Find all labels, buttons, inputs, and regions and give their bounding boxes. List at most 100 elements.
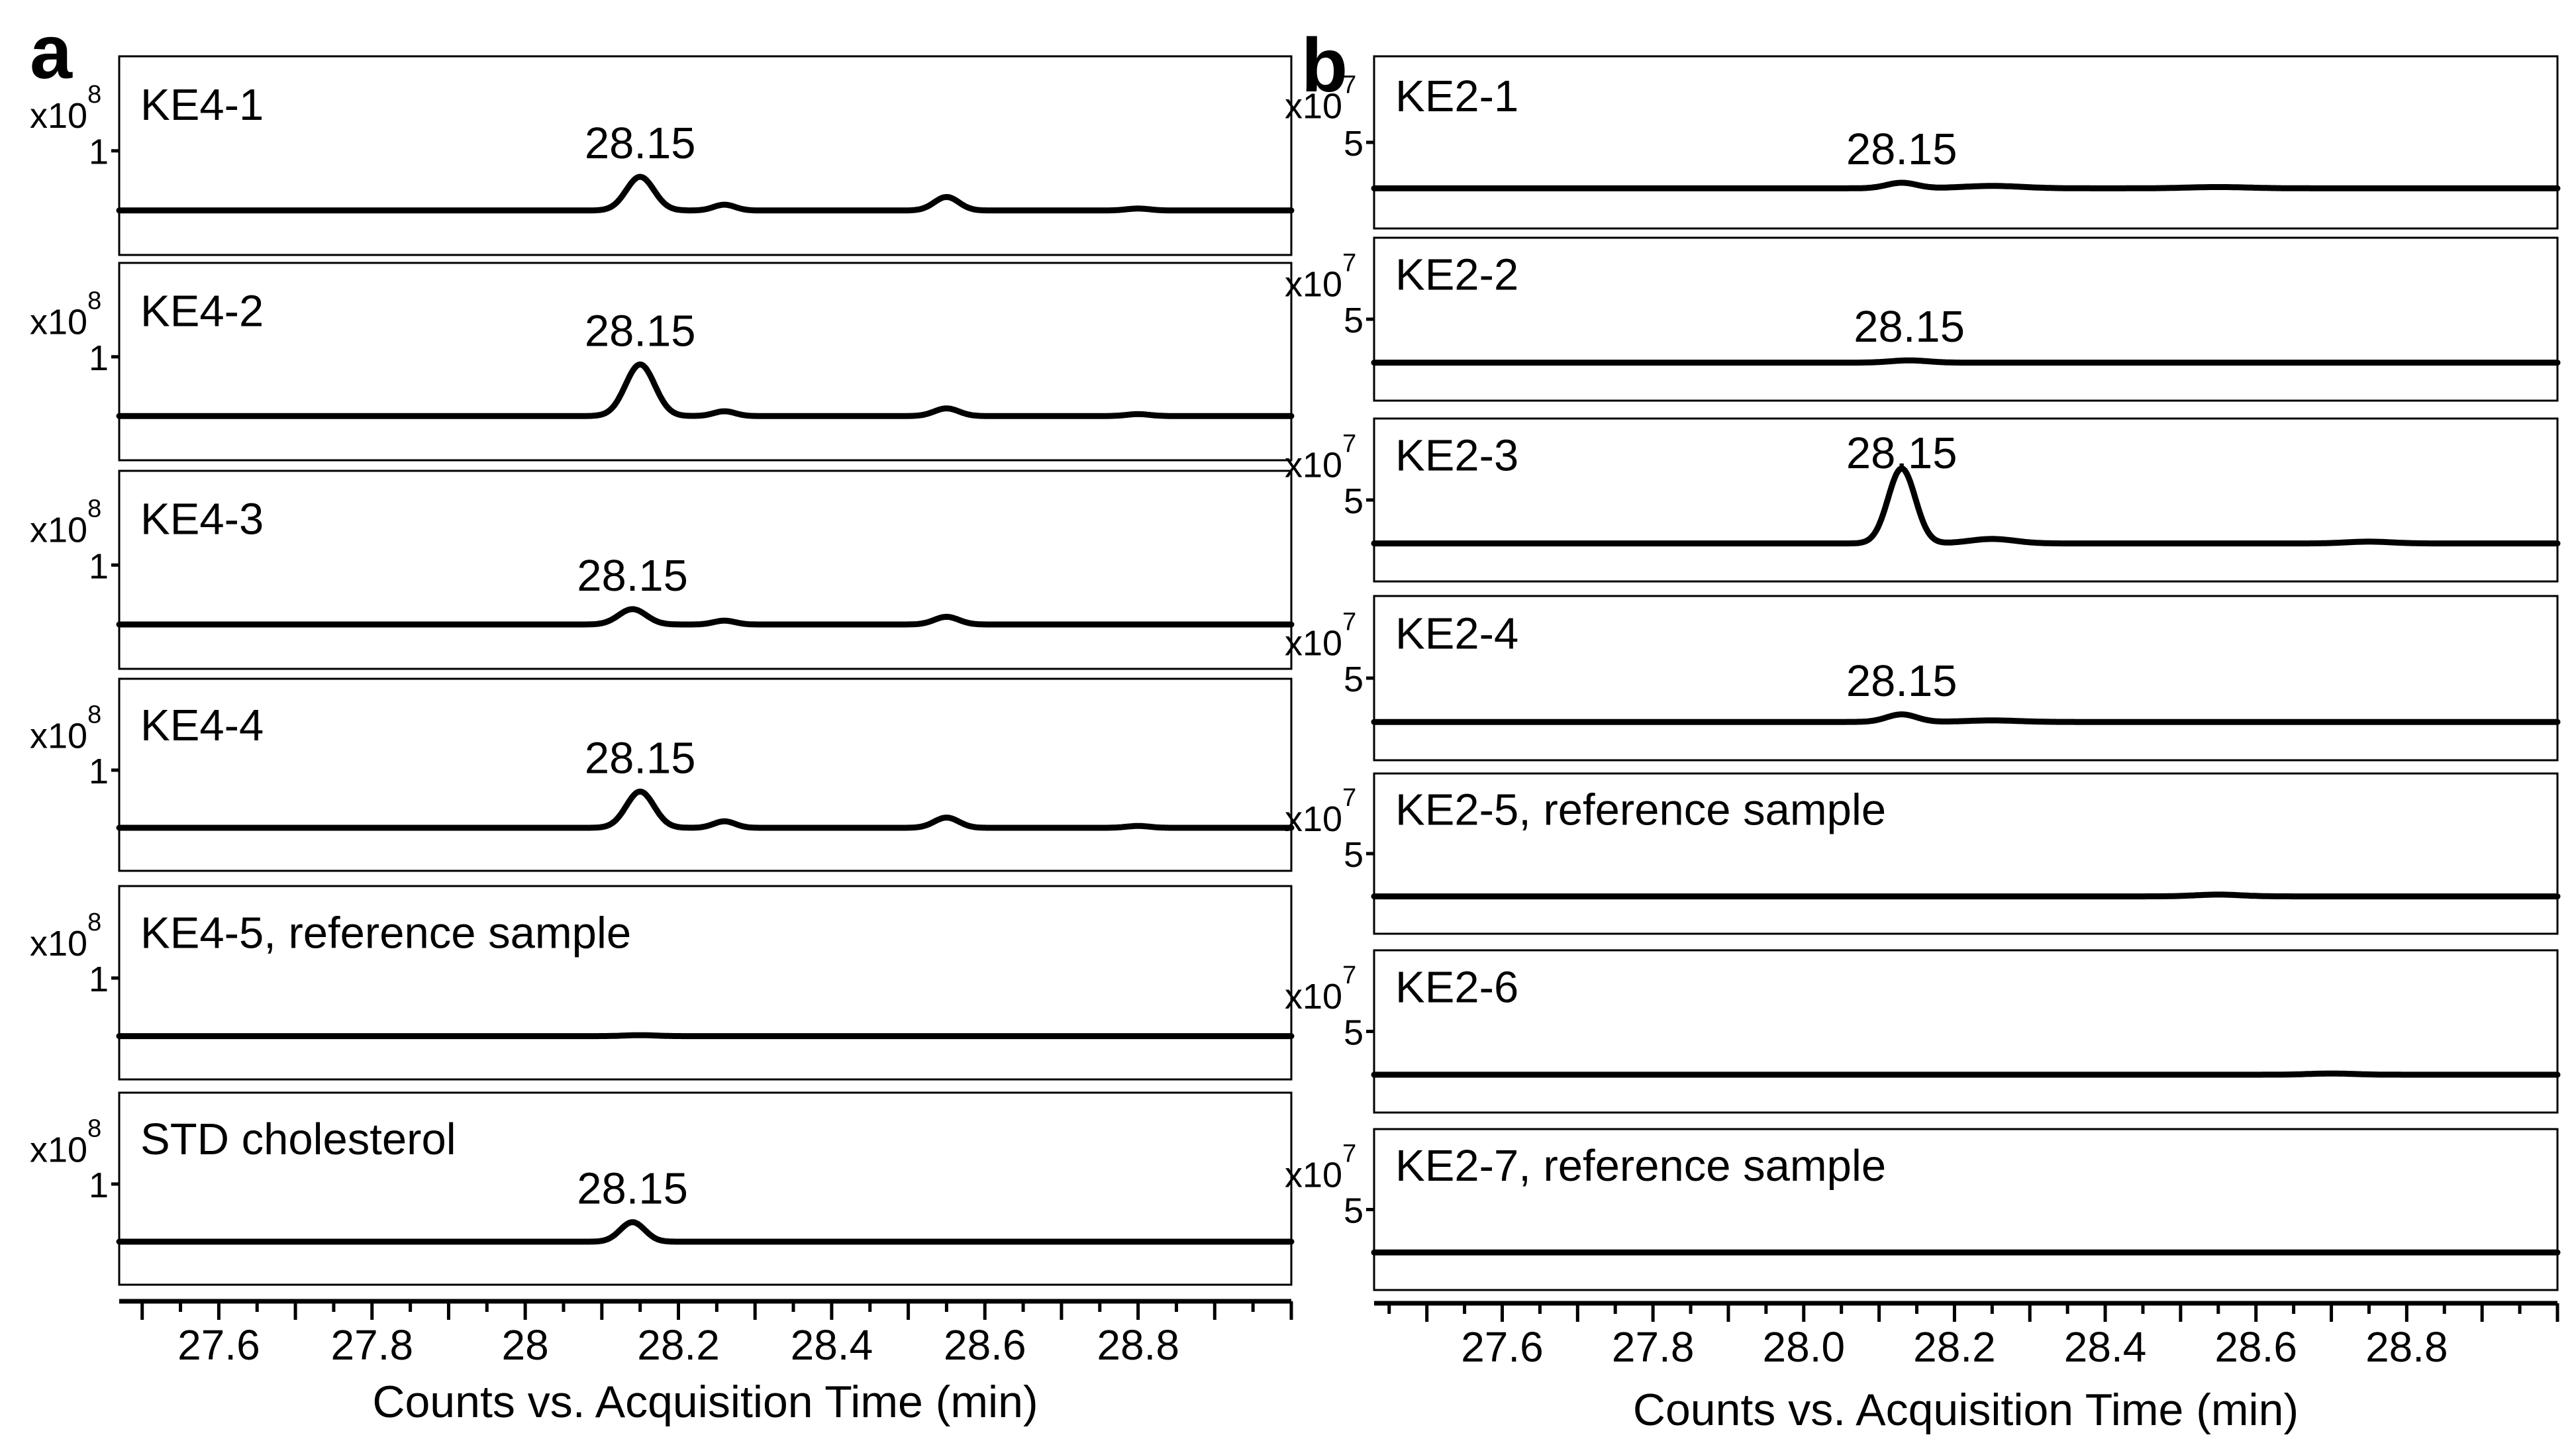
y-tick-label: 5 (1344, 301, 1363, 340)
y-multiplier: x108 (30, 495, 101, 550)
chromatogram-trace (1371, 1070, 2561, 1078)
y-multiplier-base: x10 (30, 1130, 87, 1169)
peak-retention-label: 28.15 (577, 551, 688, 601)
y-tick-label: 1 (89, 1166, 109, 1205)
y-multiplier: x107 (1285, 608, 1356, 663)
panel-b-letter: b (1301, 23, 1348, 108)
y-multiplier: x107 (1285, 250, 1356, 305)
chromatogram-trace (116, 1032, 1295, 1040)
x-tick-label: 27.8 (1612, 1323, 1695, 1371)
subplot-frame (118, 1091, 1293, 1286)
y-multiplier-exponent: 7 (1342, 430, 1356, 458)
y-multiplier: x108 (30, 909, 101, 964)
x-tick-label: 27.6 (1461, 1323, 1544, 1371)
subplot-frame (118, 677, 1293, 872)
peak-retention-label: 28.15 (585, 119, 696, 168)
y-multiplier-base: x10 (30, 302, 87, 342)
subplot-frame (1373, 236, 2559, 402)
y-multiplier: x107 (1285, 430, 1356, 485)
y-multiplier-exponent: 7 (1342, 962, 1356, 989)
sample-label: KE2-5, reference sample (1395, 785, 1886, 834)
peak-retention-label: 28.15 (1846, 428, 1957, 478)
sample-label: KE2-1 (1395, 72, 1518, 121)
chromatogram-trace (116, 606, 1295, 628)
y-multiplier: x107 (1285, 72, 1356, 126)
y-multiplier-exponent: 7 (1342, 1140, 1356, 1168)
y-tick-label: 1 (89, 132, 109, 172)
x-tick-label: 28.4 (2064, 1323, 2147, 1371)
x-axis-title: Counts vs. Acquisition Time (min) (1633, 1385, 2299, 1435)
panel-a-letter: a (30, 10, 73, 95)
y-multiplier-base: x10 (30, 716, 87, 756)
y-multiplier-base: x10 (1285, 87, 1342, 126)
y-tick-label: 1 (89, 338, 109, 378)
x-axis: 27.6 27.8 28.0 28.2 28.4 28.6 28.8 Counts vs. A… (1374, 1301, 2559, 1435)
y-multiplier-exponent: 8 (87, 909, 101, 936)
y-multiplier-exponent: 7 (1342, 608, 1356, 636)
y-multiplier: x107 (1285, 962, 1356, 1017)
chromatogram-trace (1371, 466, 2561, 547)
subplot-frame (118, 470, 1293, 670)
y-multiplier-base: x10 (1285, 623, 1342, 663)
sample-label: KE2-2 (1395, 250, 1518, 300)
x-tick-label: 28.2 (637, 1321, 720, 1369)
y-multiplier-base: x10 (30, 924, 87, 964)
x-tick-label: 28.0 (1763, 1323, 1846, 1371)
sample-label: KE4-1 (140, 80, 264, 130)
y-multiplier-base: x10 (30, 96, 87, 136)
x-tick-label: 28.6 (944, 1321, 1026, 1369)
subplot-frame (1373, 595, 2559, 762)
chromatogram-trace (1371, 711, 2561, 725)
y-multiplier-base: x10 (1285, 446, 1342, 485)
x-axis: 27.6 27.8 28 28.2 28.4 28.6 28.8 Counts vs. Acq… (119, 1299, 1293, 1427)
x-axis-title: Counts vs. Acquisition Time (min) (372, 1377, 1038, 1427)
subplot-frame (118, 885, 1293, 1081)
y-tick-label: 5 (1344, 481, 1363, 521)
chromatogram-trace (116, 788, 1295, 831)
peak-retention-label: 28.15 (585, 733, 696, 783)
chromatogram-trace (1371, 179, 2561, 191)
subplot-frame (1373, 55, 2559, 230)
peak-retention-label: 28.15 (577, 1164, 688, 1214)
y-multiplier-exponent: 8 (87, 81, 101, 109)
x-tick-label: 27.8 (330, 1321, 413, 1369)
y-tick-label: 5 (1344, 660, 1363, 699)
x-tick-label: 27.6 (177, 1321, 260, 1369)
panel-b: x1075KE2-128.15x1075KE2-228.15x1075KE2-3… (1285, 55, 2561, 1435)
x-tick-label: 28.6 (2214, 1323, 2297, 1371)
chromatogram-trace (116, 174, 1295, 214)
y-multiplier-base: x10 (30, 511, 87, 550)
peak-retention-label: 28.15 (1846, 656, 1957, 706)
chromatogram-trace (116, 361, 1295, 419)
chromatogram-trace (1371, 891, 2561, 900)
x-tick-label: 28.2 (1913, 1323, 1996, 1371)
subplot-frame (118, 55, 1293, 256)
sample-label: KE4-3 (140, 495, 264, 544)
x-tick-label: 28.4 (791, 1321, 873, 1369)
x-tick-label: 28.8 (1097, 1321, 1179, 1369)
y-multiplier-exponent: 8 (87, 1115, 101, 1142)
y-tick-label: 5 (1344, 124, 1363, 164)
y-tick-label: 5 (1344, 835, 1363, 875)
x-tick-label: 28.8 (2365, 1323, 2448, 1371)
sample-label: KE4-4 (140, 701, 264, 750)
y-multiplier-base: x10 (1285, 265, 1342, 305)
y-multiplier: x108 (30, 1115, 101, 1169)
y-multiplier: x107 (1285, 1140, 1356, 1195)
sample-label: KE2-4 (1395, 609, 1518, 658)
peak-retention-label: 28.15 (585, 306, 696, 356)
chromatogram-trace (116, 1219, 1295, 1245)
subplot-frame (118, 262, 1293, 462)
sample-label: KE2-3 (1395, 431, 1518, 481)
y-multiplier-exponent: 8 (87, 701, 101, 728)
